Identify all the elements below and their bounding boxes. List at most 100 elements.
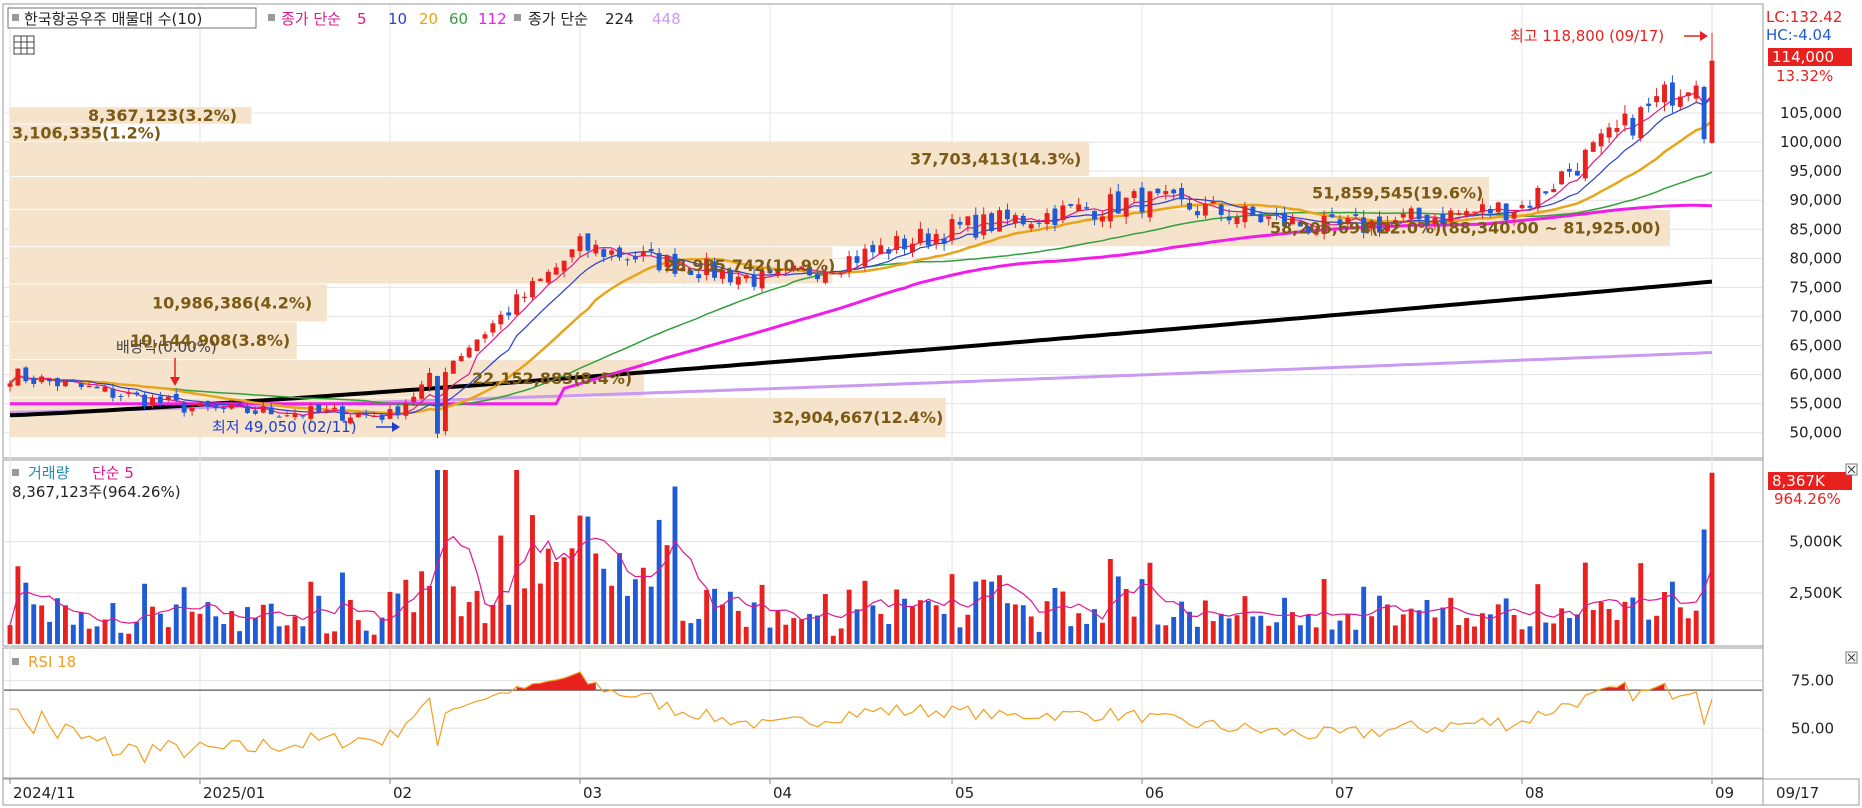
volume-bar <box>435 470 440 644</box>
price-tick-label: 90,000 <box>1790 191 1843 209</box>
volume-bar <box>1187 611 1192 644</box>
candle-body <box>379 414 385 420</box>
volume-bar <box>213 616 219 644</box>
volume-bar <box>1495 604 1501 644</box>
price-header: 한국항공우주 매물대 수(10) 종가 단순 5 10 20 60 112 종가… <box>7 7 681 55</box>
volume-ma-label[interactable]: 단순 5 <box>92 464 134 482</box>
ma-period-112[interactable]: 112 <box>478 10 507 28</box>
volume-profile-label: 32,904,667(12.4%) <box>772 408 943 427</box>
ma-period-224[interactable]: 224 <box>605 10 634 28</box>
volume-bar <box>522 588 528 644</box>
volume-bar <box>134 621 140 644</box>
volume-bar <box>55 598 60 644</box>
hc-value: HC:-4.04 <box>1766 26 1832 44</box>
volume-profile-label: 58,206,694(22.0%)(88,340.00 ~ 81,925.00) <box>1270 219 1661 238</box>
candle-body <box>308 406 314 419</box>
x-tick-label: 08 <box>1525 784 1544 802</box>
volume-profile-bar <box>10 209 1670 247</box>
close-icon[interactable] <box>1845 463 1858 476</box>
candle-body <box>1511 212 1517 219</box>
volume-bar <box>1638 563 1644 644</box>
candle-body <box>1171 189 1177 194</box>
candle-body <box>688 270 694 275</box>
candle-body <box>1701 86 1707 140</box>
volume-bar <box>577 515 583 644</box>
volume-bar <box>862 580 868 644</box>
candle-body <box>506 312 512 316</box>
ma-label[interactable]: 종가 단순 <box>281 10 341 28</box>
ma-label-2[interactable]: 종가 단순 <box>528 10 588 28</box>
candle-body <box>142 394 148 407</box>
volume-bar <box>1107 558 1113 644</box>
candle-body <box>799 266 805 270</box>
price-tick-label: 55,000 <box>1790 395 1843 413</box>
candle-body <box>181 402 187 413</box>
candle-body <box>1535 188 1541 209</box>
volume-bar <box>902 598 907 644</box>
candle-body <box>39 376 45 383</box>
candle-body <box>514 294 520 315</box>
volume-bar <box>1432 617 1438 644</box>
candle-body <box>1472 211 1477 213</box>
volume-bar <box>498 535 504 644</box>
volume-title[interactable]: 거래량 <box>28 464 70 482</box>
volume-bar <box>815 615 820 644</box>
ma-period-5[interactable]: 5 <box>357 10 367 28</box>
candle-body <box>316 404 322 413</box>
volume-bar <box>870 605 876 644</box>
candle-body <box>450 360 456 374</box>
volume-bar <box>1487 614 1493 644</box>
ma-period-10[interactable]: 10 <box>388 10 407 28</box>
y-axis-ticks: 105,000 100,000 95,000 90,000 85,000 80,000 75… <box>1780 104 1843 737</box>
candle-body <box>522 296 528 299</box>
x-tick-label: 02 <box>393 784 412 802</box>
volume-bar <box>458 616 464 644</box>
volume-bar <box>1574 614 1580 644</box>
volume-bar <box>205 602 211 644</box>
candle-body <box>1289 217 1295 225</box>
volume-bar <box>1194 626 1200 644</box>
volume-bar <box>830 635 836 644</box>
rsi-title[interactable]: RSI 18 <box>28 653 76 671</box>
volume-bar <box>1424 600 1430 644</box>
volume-profile-label: 8,367,123(3.2%) <box>88 106 237 125</box>
rsi-overbought-fill <box>1601 682 1625 691</box>
candle-body <box>150 397 155 406</box>
title-box[interactable] <box>7 7 257 29</box>
candle-body <box>1598 133 1604 147</box>
volume-bar <box>466 602 472 644</box>
grid-icon[interactable] <box>13 35 35 55</box>
chart-title[interactable]: 한국항공우주 매물대 수(10) <box>24 10 202 28</box>
candle-body <box>1432 218 1438 224</box>
current-volume: 8,367K <box>1772 472 1826 490</box>
ma-period-448[interactable]: 448 <box>652 10 681 28</box>
candle-body <box>268 407 274 415</box>
candle-body <box>387 409 393 419</box>
volume-bar <box>1337 620 1343 644</box>
volume-bar <box>23 582 29 644</box>
volume-profile-label: 3,106,335(1.2%) <box>12 123 161 142</box>
volume-bar <box>569 548 575 644</box>
ma-period-60[interactable]: 60 <box>449 10 468 28</box>
candle-body <box>585 233 591 251</box>
volume-bar <box>1012 604 1018 644</box>
candle-body <box>1068 204 1074 206</box>
candle-body <box>1139 187 1145 213</box>
close-icon[interactable] <box>1845 651 1858 664</box>
volume-bar <box>514 470 520 644</box>
volume-bar <box>1448 597 1454 644</box>
high-arrow-icon <box>1684 31 1708 41</box>
candle-body <box>1662 84 1667 103</box>
candle-body <box>118 396 124 398</box>
candle-body <box>1147 191 1153 218</box>
ma-period-20[interactable]: 20 <box>419 10 438 28</box>
volume-info: 8,367,123주(964.26%) <box>12 483 181 501</box>
volume-bar <box>775 610 781 644</box>
price-tick-label: 75,000 <box>1790 278 1843 296</box>
candle-body <box>70 379 76 382</box>
candle-body <box>332 407 338 410</box>
candle-body <box>545 271 551 283</box>
candle-body <box>822 271 828 283</box>
volume-bar <box>632 579 638 644</box>
volume-bar <box>1709 472 1715 644</box>
